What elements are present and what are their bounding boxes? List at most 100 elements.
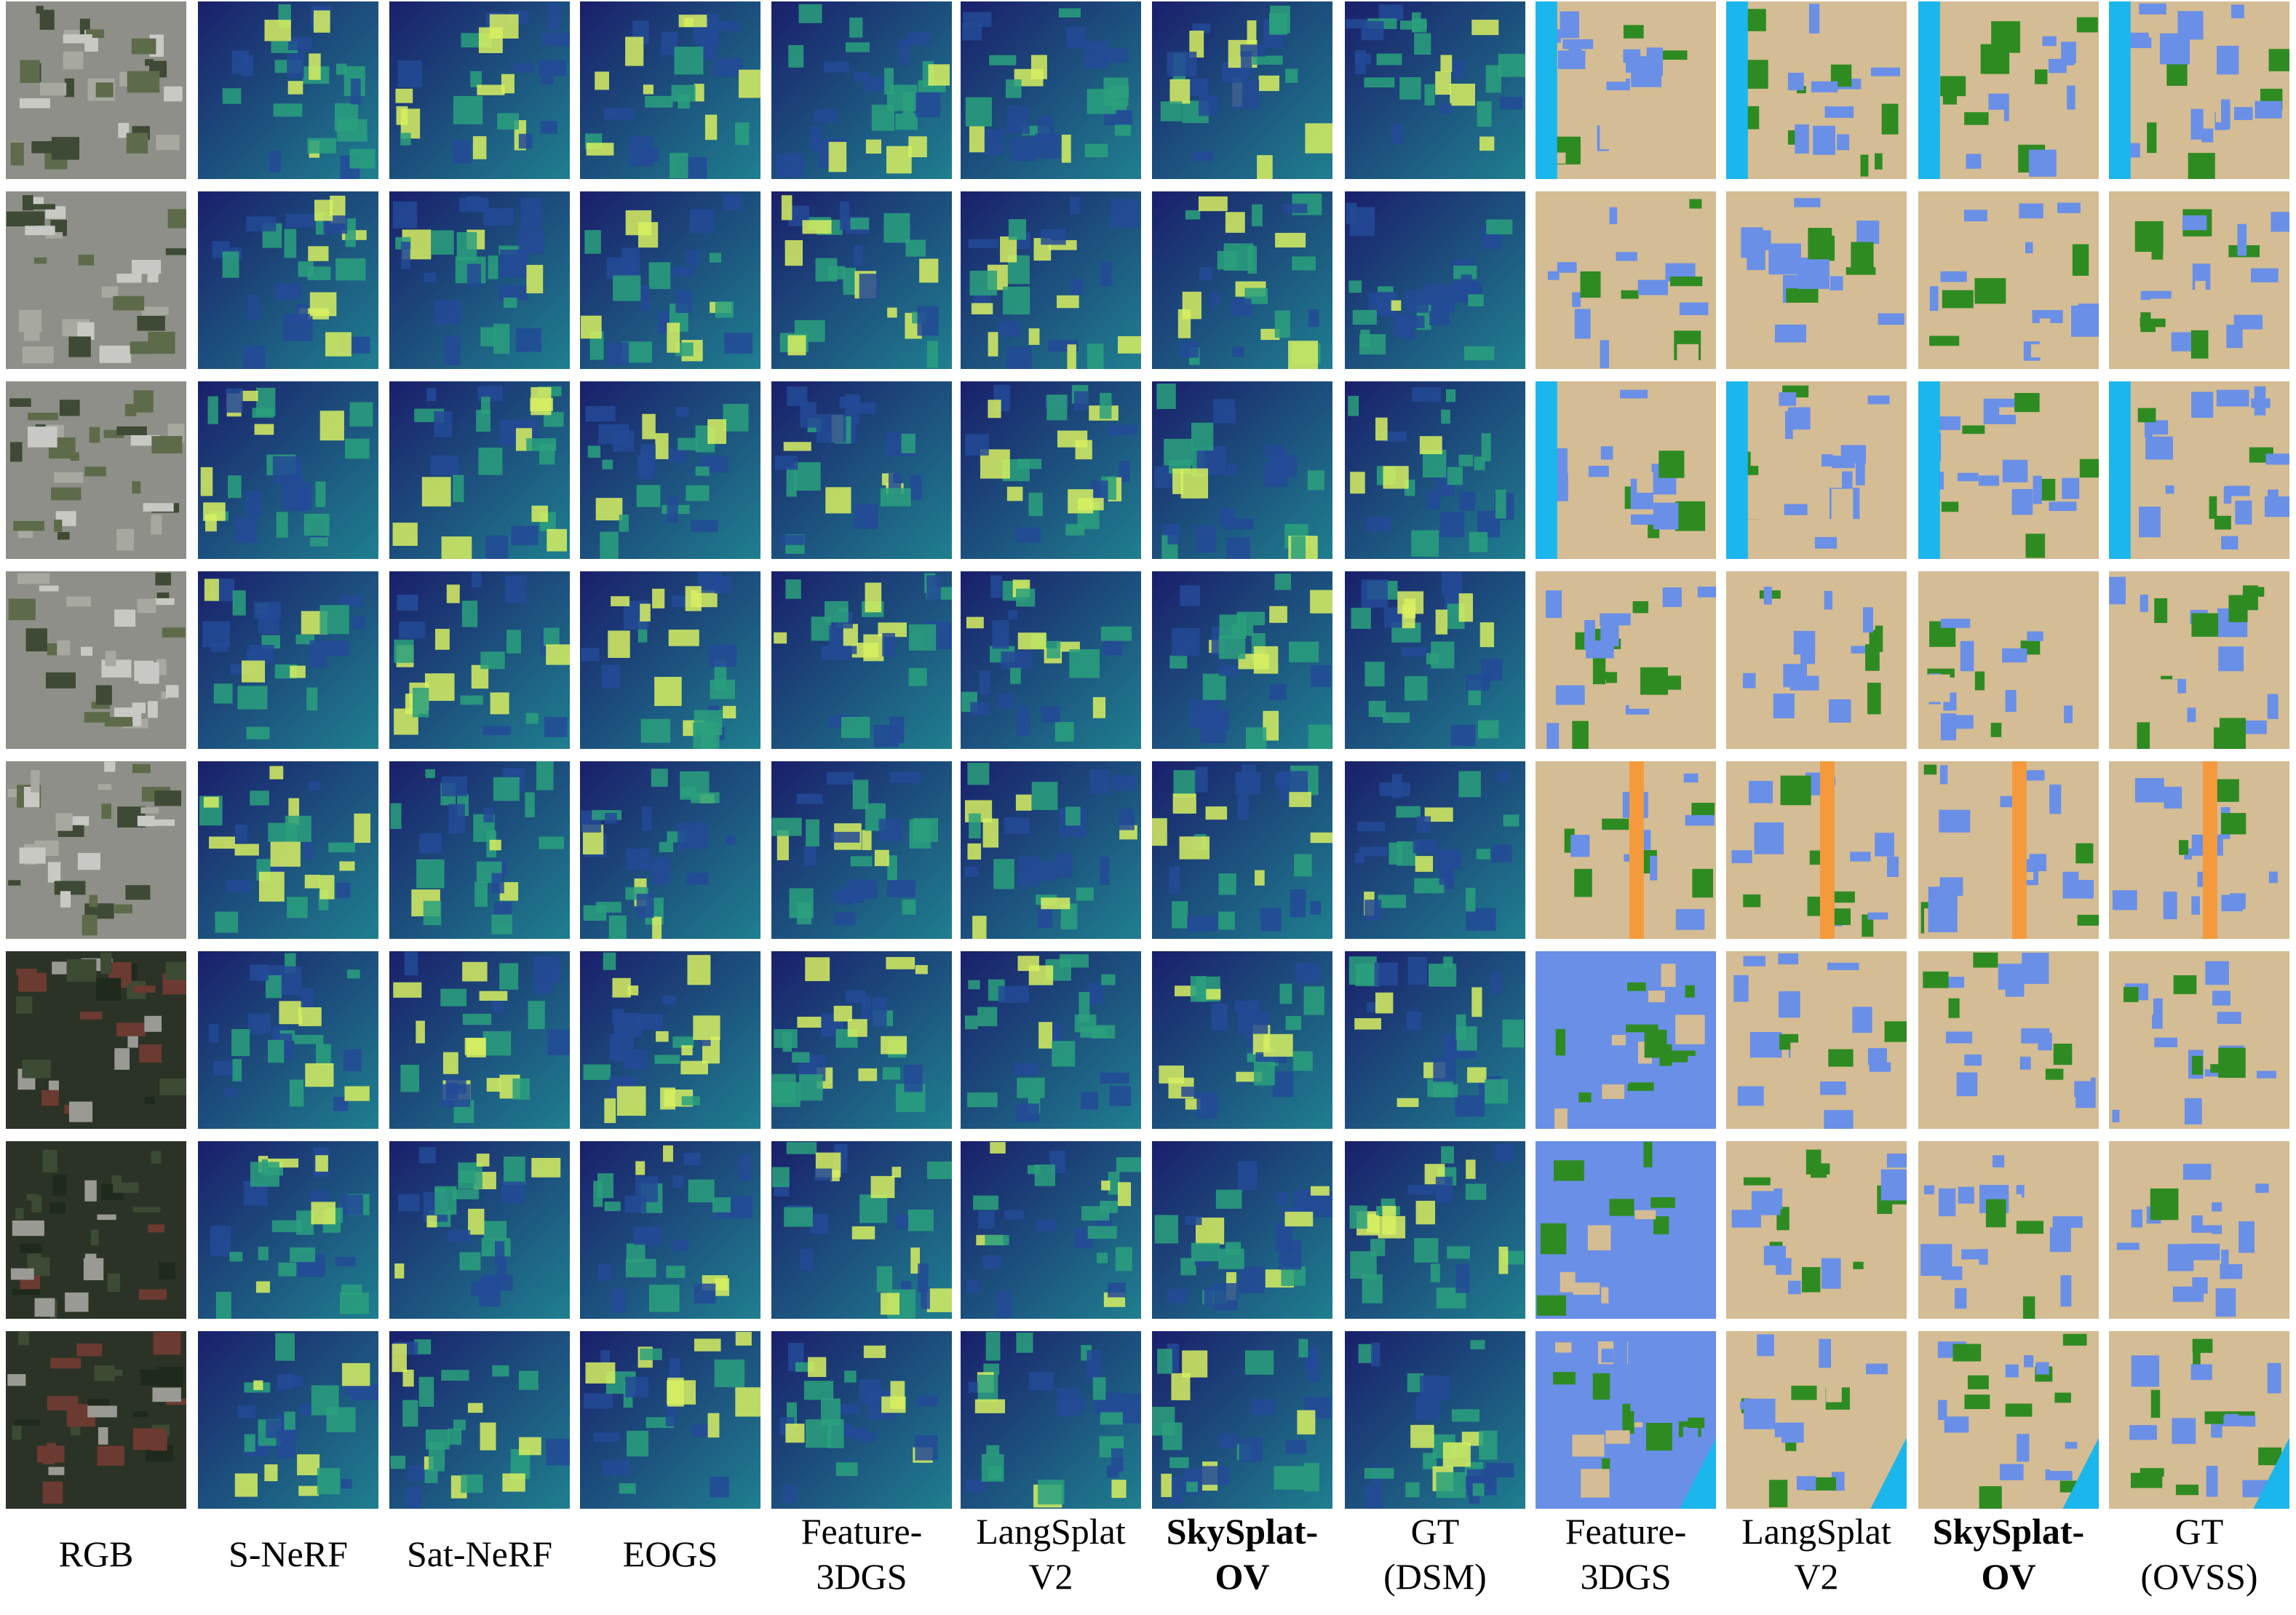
thumbnail-dsm-r4-c5 [771,571,952,749]
thumbnail-dsm-r6-c7 [1152,951,1332,1129]
column-label-line: RGB [58,1533,134,1574]
column-label-line: Sat-NeRF [407,1533,552,1574]
thumbnail-dsm-r3-c3 [389,381,570,559]
thumbnail-dsm-r8-c7 [1152,1331,1332,1509]
column-label-line: V2 [1794,1556,1839,1597]
thumbnail-dsm-r2-c7 [1152,191,1332,369]
thumbnail-dsm-r8-c6 [961,1331,1141,1509]
thumbnail-dsm-r2-c3 [389,191,570,369]
thumbnail-dsm-r6-c3 [389,951,570,1129]
column-label-6: LangSplat V2 [956,1503,1145,1605]
thumbnail-dsm-r1-c7 [1152,1,1332,179]
thumbnail-dsm-r3-c6 [961,381,1141,559]
thumbnail-dsm-r5-c4 [580,761,760,939]
thumbnail-seg-r2-c9 [1536,191,1716,369]
thumbnail-rgb-r7-c1 [6,1141,186,1319]
column-label-line: OV [1215,1556,1270,1597]
thumbnail-seg-r1-c10 [1726,1,1907,179]
thumbnail-seg-r8-c9 [1536,1331,1716,1509]
column-label-line: GT [2174,1511,2224,1552]
column-label-line: SkySplat- [1932,1511,2085,1552]
thumbnail-dsm-r4-c4 [580,571,760,749]
column-label-line: (OVSS) [2140,1556,2258,1597]
column-label-10: LangSplat V2 [1722,1503,1911,1605]
column-label-1: RGB [1,1503,191,1605]
thumbnail-dsm-r2-c5 [771,191,952,369]
thumbnail-seg-r6-c12 [2109,951,2289,1129]
thumbnail-seg-r4-c10 [1726,571,1907,749]
thumbnail-dsm-r1-c4 [580,1,760,179]
column-label-line: EOGS [622,1533,718,1574]
thumbnail-dsm-r7-c3 [389,1141,570,1319]
thumbnail-seg-r5-c12 [2109,761,2289,939]
thumbnail-dsm-r7-c8 [1345,1141,1525,1319]
thumbnail-dsm-r4-c8 [1345,571,1525,749]
column-label-line: Feature- [801,1511,923,1552]
column-label-2: S-NeRF [194,1503,383,1605]
thumbnail-dsm-r8-c8 [1345,1331,1525,1509]
thumbnail-dsm-r3-c8 [1345,381,1525,559]
thumbnail-dsm-r7-c6 [961,1141,1141,1319]
thumbnail-seg-r4-c12 [2109,571,2289,749]
column-label-line: 3DGS [1580,1556,1672,1597]
column-label-line: GT [1410,1511,1460,1552]
column-label-7: SkySplat- OV [1148,1503,1337,1605]
thumbnail-dsm-r1-c3 [389,1,570,179]
thumbnail-rgb-r5-c1 [6,761,186,939]
thumbnail-dsm-r8-c2 [198,1331,378,1509]
thumbnail-dsm-r7-c2 [198,1141,378,1319]
column-label-line: S-NeRF [229,1533,348,1574]
column-label-3: Sat-NeRF [385,1503,574,1605]
thumbnail-dsm-r3-c5 [771,381,952,559]
column-label-line: LangSplat [1741,1511,1891,1552]
thumbnail-rgb-r3-c1 [6,381,186,559]
column-label-line: Feature- [1565,1511,1687,1552]
thumbnail-dsm-r2-c4 [580,191,760,369]
thumbnail-dsm-r3-c7 [1152,381,1332,559]
thumbnail-dsm-r6-c4 [580,951,760,1129]
thumbnail-seg-r6-c10 [1726,951,1907,1129]
thumbnail-seg-r8-c10 [1726,1331,1907,1509]
thumbnail-dsm-r4-c6 [961,571,1141,749]
thumbnail-dsm-r1-c6 [961,1,1141,179]
thumbnail-rgb-r8-c1 [6,1331,186,1509]
thumbnail-seg-r6-c11 [1918,951,2099,1129]
thumbnail-dsm-r6-c8 [1345,951,1525,1129]
thumbnail-rgb-r4-c1 [6,571,186,749]
thumbnail-dsm-r8-c5 [771,1331,952,1509]
column-label-9: Feature- 3DGS [1531,1503,1720,1605]
column-label-line: (DSM) [1383,1556,1487,1597]
thumbnail-seg-r3-c10 [1726,381,1907,559]
thumbnail-dsm-r1-c5 [771,1,952,179]
thumbnail-seg-r1-c12 [2109,1,2289,179]
thumbnail-dsm-r3-c2 [198,381,378,559]
thumbnail-dsm-r4-c2 [198,571,378,749]
column-label-4: EOGS [576,1503,765,1605]
thumbnail-seg-r8-c12 [2109,1331,2289,1509]
thumbnail-dsm-r8-c4 [580,1331,760,1509]
thumbnail-seg-r5-c10 [1726,761,1907,939]
thumbnail-dsm-r5-c5 [771,761,952,939]
thumbnail-seg-r7-c12 [2109,1141,2289,1319]
thumbnail-dsm-r4-c7 [1152,571,1332,749]
column-label-line: SkySplat- [1166,1511,1319,1552]
thumbnail-dsm-r5-c2 [198,761,378,939]
thumbnail-seg-r1-c11 [1918,1,2099,179]
thumbnail-dsm-r5-c3 [389,761,570,939]
thumbnail-seg-r7-c9 [1536,1141,1716,1319]
thumbnail-seg-r8-c11 [1918,1331,2099,1509]
thumbnail-dsm-r2-c6 [961,191,1141,369]
column-label-line: V2 [1028,1556,1073,1597]
thumbnail-seg-r2-c11 [1918,191,2099,369]
column-label-12: GT (OVSS) [2105,1503,2294,1605]
column-label-11: SkySplat- OV [1914,1503,2103,1605]
thumbnail-dsm-r7-c4 [580,1141,760,1319]
thumbnail-dsm-r5-c8 [1345,761,1525,939]
thumbnail-dsm-r3-c4 [580,381,760,559]
thumbnail-seg-r7-c10 [1726,1141,1907,1319]
thumbnail-seg-r7-c11 [1918,1141,2099,1319]
column-label-8: GT (DSM) [1340,1503,1530,1605]
thumbnail-seg-r1-c9 [1536,1,1716,179]
thumbnail-dsm-r5-c6 [961,761,1141,939]
thumbnail-dsm-r2-c8 [1345,191,1525,369]
